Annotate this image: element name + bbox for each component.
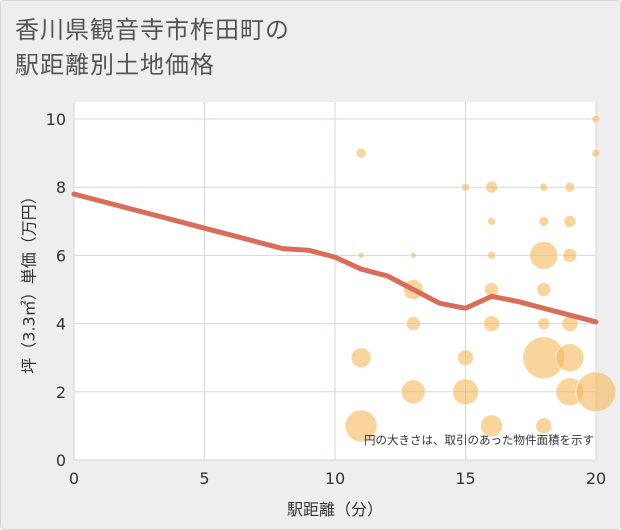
bubble-point (535, 417, 553, 435)
bubble-point (355, 147, 367, 159)
bubble-point (344, 409, 378, 443)
bubble-point (461, 182, 470, 192)
trend-layer (71, 191, 599, 325)
bubble-point (350, 347, 372, 369)
bubble-point (538, 215, 550, 227)
x-tick-label: 20 (586, 469, 606, 488)
bubble-point (483, 315, 501, 333)
bubble-point (452, 378, 479, 406)
bubble-point (591, 114, 601, 124)
x-tick-label: 5 (199, 469, 209, 488)
y-tick-label: 8 (56, 178, 66, 197)
y-tick-label: 4 (56, 315, 66, 334)
chart-title: 香川県観音寺市柞田町の 駅距離別土地価格 (15, 16, 290, 79)
trend-line (71, 191, 599, 325)
bubble-point (575, 371, 617, 413)
bubble-layer (344, 114, 617, 443)
bubble-point (536, 282, 552, 298)
bubble-point (529, 240, 559, 270)
y-tick-label: 2 (56, 383, 66, 402)
bubble-point (537, 317, 551, 331)
size-note: 円の大きさは、取引のあった物件面積を示す (364, 433, 594, 447)
bubble-point (409, 251, 417, 259)
bubble-point (400, 379, 426, 405)
tick-labels: 0 5 10 15 20 0 2 4 6 8 10 (46, 110, 607, 488)
x-tick-label: 15 (455, 469, 475, 488)
y-tick-label: 6 (56, 246, 66, 265)
bubble-point (457, 349, 474, 367)
bubble-point (357, 251, 365, 259)
bubble-point (487, 250, 497, 260)
bubble-point (485, 180, 499, 194)
x-axis-title: 駅距離（分） (287, 500, 383, 519)
y-tick-label: 0 (56, 451, 66, 470)
y-tick-label: 10 (46, 110, 66, 129)
bubble-point (564, 181, 576, 193)
x-tick-label: 0 (69, 469, 79, 488)
bubble-point (591, 148, 601, 158)
y-axis-title: 坪（3.3㎡）単価（万円） (20, 188, 39, 373)
bubble-point (562, 247, 578, 263)
bubble-point (539, 182, 549, 192)
bubble-point (555, 343, 585, 373)
bubble-point (405, 316, 421, 332)
x-tick-label: 10 (325, 469, 345, 488)
bubble-point (563, 214, 577, 228)
bubble-point (487, 216, 497, 226)
bubble-point (480, 414, 504, 438)
